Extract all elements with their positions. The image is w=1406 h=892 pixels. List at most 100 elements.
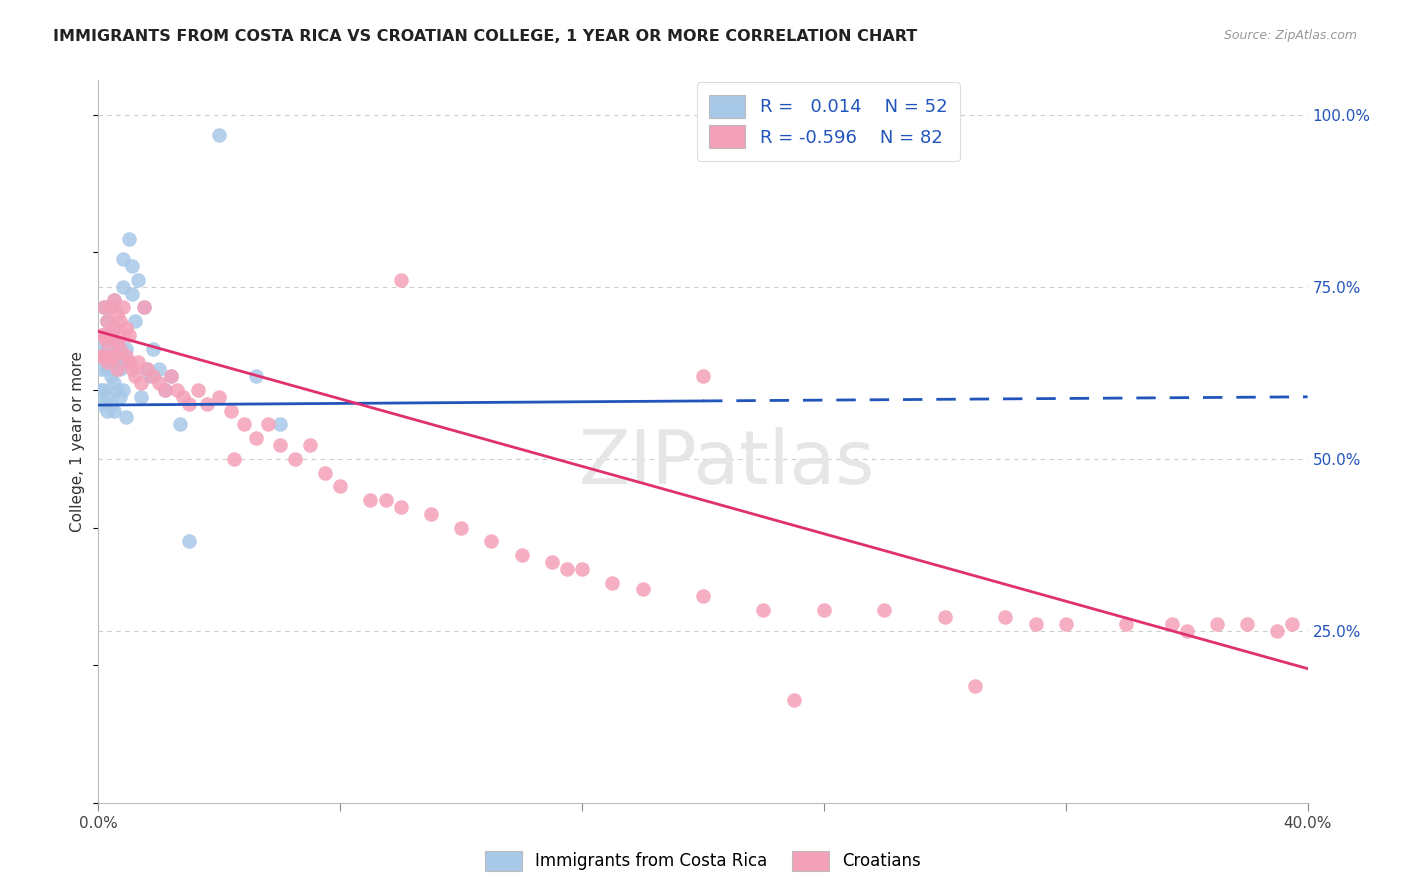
Point: [555, 562, 578, 576]
Point: [108, 342, 131, 356]
Point: [224, 451, 246, 466]
Point: [420, 507, 443, 521]
Point: [111, 383, 134, 397]
Point: [108, 362, 131, 376]
Point: [142, 342, 165, 356]
Point: [100, 397, 122, 411]
Point: [103, 321, 125, 335]
Point: [1054, 616, 1077, 631]
Point: [103, 349, 125, 363]
Point: [111, 327, 134, 342]
Point: [1115, 616, 1137, 631]
Point: [221, 403, 243, 417]
Point: [93, 327, 115, 342]
Point: [245, 431, 267, 445]
Point: [121, 259, 143, 273]
Point: [103, 293, 125, 308]
Point: [245, 369, 267, 384]
Point: [153, 383, 176, 397]
Point: [93, 349, 115, 363]
Point: [90, 362, 112, 376]
Point: [96, 403, 118, 417]
Point: [103, 321, 125, 335]
Point: [96, 314, 118, 328]
Text: Source: ZipAtlas.com: Source: ZipAtlas.com: [1223, 29, 1357, 42]
Point: [510, 548, 533, 562]
Point: [813, 603, 835, 617]
Point: [299, 438, 322, 452]
Point: [148, 376, 170, 390]
Point: [103, 376, 125, 390]
Point: [1281, 616, 1303, 631]
Point: [100, 349, 122, 363]
Point: [90, 327, 112, 342]
Point: [481, 534, 503, 549]
Point: [124, 314, 146, 328]
Point: [121, 362, 143, 376]
Point: [90, 349, 112, 363]
Point: [374, 493, 396, 508]
Point: [105, 334, 128, 349]
Point: [96, 334, 118, 349]
Point: [269, 438, 291, 452]
Point: [105, 355, 128, 369]
Point: [329, 479, 352, 493]
Point: [153, 383, 176, 397]
Point: [100, 349, 122, 363]
Point: [934, 610, 956, 624]
Point: [142, 369, 165, 384]
Point: [450, 520, 472, 534]
Point: [692, 590, 714, 604]
Point: [692, 369, 714, 384]
Point: [114, 321, 136, 335]
Point: [118, 355, 141, 369]
Point: [179, 534, 201, 549]
Point: [169, 417, 191, 432]
Point: [114, 342, 136, 356]
Point: [208, 128, 231, 143]
Point: [1175, 624, 1198, 638]
Point: [129, 390, 152, 404]
Point: [256, 417, 278, 432]
Text: IMMIGRANTS FROM COSTA RICA VS CROATIAN COLLEGE, 1 YEAR OR MORE CORRELATION CHART: IMMIGRANTS FROM COSTA RICA VS CROATIAN C…: [53, 29, 918, 44]
Point: [100, 327, 122, 342]
Point: [994, 610, 1017, 624]
Point: [118, 231, 141, 245]
Point: [121, 286, 143, 301]
Point: [114, 349, 136, 363]
Point: [118, 355, 141, 369]
Point: [135, 362, 157, 376]
Point: [90, 383, 112, 397]
Point: [132, 301, 155, 315]
Point: [571, 562, 593, 576]
Point: [103, 293, 125, 308]
Point: [139, 369, 162, 384]
Point: [111, 252, 134, 267]
Point: [127, 273, 149, 287]
Point: [1206, 616, 1229, 631]
Point: [1236, 616, 1258, 631]
Point: [135, 362, 157, 376]
Point: [132, 301, 155, 315]
Point: [124, 369, 146, 384]
Legend: Immigrants from Costa Rica, Croatians: Immigrants from Costa Rica, Croatians: [477, 842, 929, 880]
Point: [103, 403, 125, 417]
Point: [965, 679, 987, 693]
Point: [96, 390, 118, 404]
Point: [100, 369, 122, 384]
Point: [93, 383, 115, 397]
Point: [166, 383, 188, 397]
Point: [160, 369, 183, 384]
Point: [90, 334, 112, 349]
Point: [389, 273, 412, 287]
Point: [111, 301, 134, 315]
Point: [179, 397, 201, 411]
Point: [314, 466, 336, 480]
Point: [96, 355, 118, 369]
Point: [96, 342, 118, 356]
Point: [93, 301, 115, 315]
Point: [540, 555, 562, 569]
Point: [108, 314, 131, 328]
Point: [631, 582, 654, 597]
Point: [108, 390, 131, 404]
